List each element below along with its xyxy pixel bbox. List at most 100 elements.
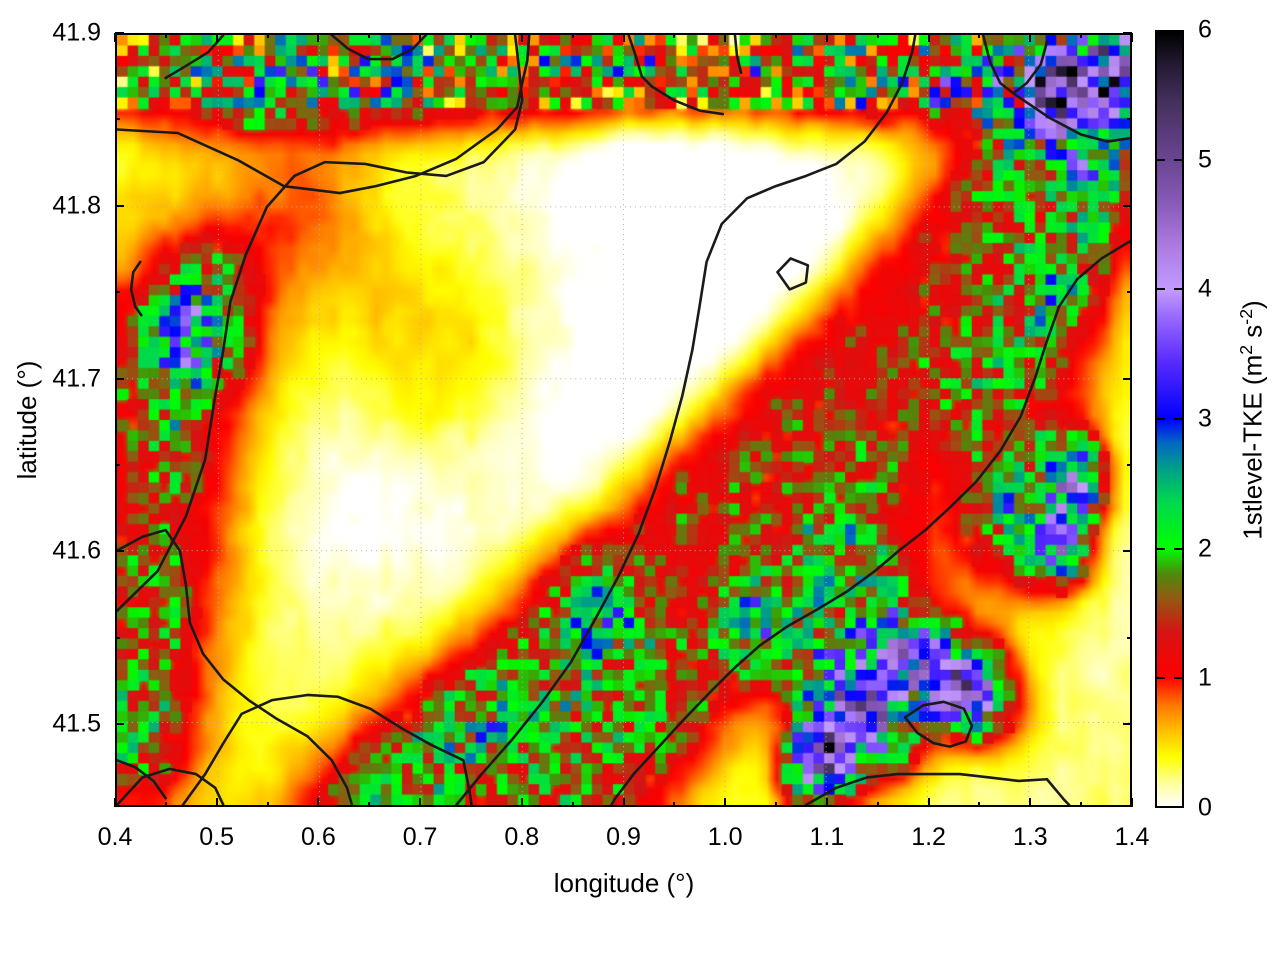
x-axis-tick-top <box>622 33 625 42</box>
plot-area <box>115 33 1132 807</box>
y-axis-minor-tick-right <box>1127 463 1132 466</box>
y-axis-tick <box>115 723 124 726</box>
colorbar-tick-label: 5 <box>1198 145 1212 174</box>
y-axis-tick-right <box>1123 204 1132 207</box>
x-axis-tick-label: 1.2 <box>911 823 946 851</box>
y-axis-minor-tick-right <box>1127 636 1132 639</box>
colorbar-tick-label: 3 <box>1198 404 1212 433</box>
x-axis-minor-tick-top <box>876 33 879 38</box>
x-axis-tick-label: 0.5 <box>199 823 235 851</box>
colorbar-tick <box>1157 158 1165 161</box>
x-axis-minor-tick <box>673 802 676 807</box>
x-axis-minor-tick-top <box>571 33 574 38</box>
x-axis-tick-top <box>317 33 320 42</box>
y-axis-tick <box>115 550 124 553</box>
colorbar-tick-right <box>1174 288 1182 291</box>
x-axis-minor-tick <box>978 802 981 807</box>
x-axis-minor-tick <box>1080 802 1083 807</box>
x-axis-tick-top <box>114 33 116 42</box>
x-axis-tick <box>927 798 930 807</box>
colorbar-title-mid: s <box>1237 324 1268 345</box>
colorbar-tick-right <box>1174 547 1182 550</box>
colorbar-tick <box>1157 677 1165 680</box>
x-axis-tick-top <box>520 33 523 42</box>
x-axis-tick-top <box>1131 33 1133 42</box>
colorbar-tick-label: 2 <box>1198 534 1212 563</box>
x-axis-minor-tick-top <box>266 33 269 38</box>
x-axis-minor-tick <box>469 802 472 807</box>
colorbar-title-exp2: -2 <box>1236 308 1256 325</box>
x-axis-tick-top <box>927 33 930 42</box>
x-axis-tick <box>419 798 422 807</box>
y-axis-tick <box>115 377 124 380</box>
y-axis-minor-tick <box>115 118 120 121</box>
colorbar-tick-label: 1 <box>1198 663 1212 692</box>
x-axis-minor-tick-top <box>469 33 472 38</box>
colorbar-title-exp1: 2 <box>1236 344 1256 355</box>
x-axis-title: longitude (°) <box>553 868 695 898</box>
x-axis-minor-tick <box>876 802 879 807</box>
x-axis-minor-tick <box>164 802 167 807</box>
x-axis-tick-label: 1.0 <box>707 823 743 851</box>
y-axis-tick <box>115 32 124 34</box>
colorbar-tick-label: 0 <box>1198 793 1212 822</box>
x-axis-minor-tick-top <box>1080 33 1083 38</box>
x-axis-tick <box>724 798 727 807</box>
x-axis-minor-tick-top <box>164 33 167 38</box>
x-axis-minor-tick-top <box>368 33 371 38</box>
y-axis-tick <box>115 204 124 207</box>
x-axis-tick <box>114 798 116 807</box>
colorbar-title-end: ) <box>1237 300 1268 309</box>
y-axis-minor-tick <box>115 636 120 639</box>
colorbar-tick-right <box>1174 677 1182 680</box>
y-axis-tick-right <box>1123 723 1132 726</box>
x-axis-tick-top <box>1029 33 1032 42</box>
colorbar-tick-right <box>1174 158 1182 161</box>
y-axis-tick-label: 41.6 <box>52 536 101 565</box>
colorbar-tick <box>1157 547 1165 550</box>
y-axis-tick-right <box>1123 550 1132 553</box>
x-axis-tick-label: 0.7 <box>402 823 438 851</box>
x-axis-tick <box>1131 798 1133 807</box>
tke-heatmap <box>117 35 1130 805</box>
x-axis-tick-label: 1.3 <box>1012 823 1048 851</box>
x-axis-minor-tick <box>775 802 778 807</box>
x-axis-tick-top <box>419 33 422 42</box>
x-axis-tick-label: 0.6 <box>301 823 336 851</box>
y-axis-tick-label: 41.8 <box>52 191 101 220</box>
x-axis-tick-label: 0.4 <box>97 823 133 851</box>
x-axis-minor-tick-top <box>775 33 778 38</box>
y-axis-tick-right <box>1123 377 1132 380</box>
x-axis-tick-top <box>215 33 218 42</box>
y-axis-tick-label: 41.9 <box>52 18 101 47</box>
x-axis-tick <box>215 798 218 807</box>
x-axis-tick-label: 0.9 <box>606 823 641 851</box>
colorbar-tick-right <box>1174 418 1182 420</box>
y-axis-minor-tick <box>115 463 120 466</box>
y-axis-minor-tick-right <box>1127 291 1132 294</box>
x-axis-minor-tick <box>571 802 574 807</box>
x-axis-minor-tick <box>368 802 371 807</box>
y-axis-minor-tick-right <box>1127 118 1132 121</box>
colorbar-title-main: 1stlevel-TKE (m <box>1237 354 1268 540</box>
x-axis-tick-label: 0.8 <box>504 823 540 851</box>
x-axis-minor-tick <box>266 802 269 807</box>
x-axis-tick <box>825 798 828 807</box>
x-axis-tick <box>622 798 625 807</box>
colorbar-tick-label: 6 <box>1198 15 1212 44</box>
y-axis-tick-label: 41.5 <box>52 709 101 738</box>
x-axis-tick <box>317 798 320 807</box>
y-axis-title: latitude (°) <box>12 360 42 480</box>
x-axis-minor-tick-top <box>673 33 676 38</box>
x-axis-minor-tick-top <box>978 33 981 38</box>
x-axis-tick <box>520 798 523 807</box>
colorbar-tick <box>1157 418 1165 420</box>
colorbar-tick <box>1157 288 1165 291</box>
y-axis-tick-right <box>1123 32 1132 34</box>
x-axis-tick-label: 1.4 <box>1114 823 1150 851</box>
colorbar-tick-label: 4 <box>1198 274 1212 303</box>
x-axis-tick-top <box>724 33 727 42</box>
x-axis-tick-top <box>825 33 828 42</box>
y-axis-minor-tick <box>115 291 120 294</box>
